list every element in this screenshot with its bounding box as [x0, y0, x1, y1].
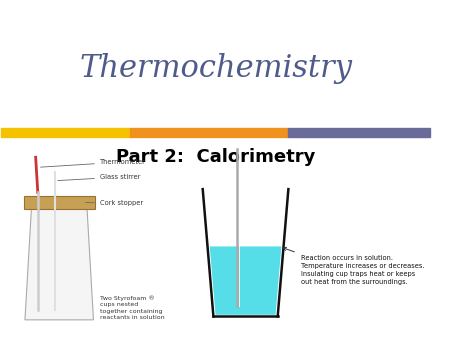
Text: Part 2:  Calorimetry: Part 2: Calorimetry [116, 148, 315, 166]
Bar [130, 128, 288, 137]
Bar [1, 128, 130, 137]
Polygon shape [25, 209, 94, 320]
Text: Cork stopper: Cork stopper [86, 200, 143, 206]
Text: Thermochemistry: Thermochemistry [79, 53, 352, 84]
Text: Two Styrofoam ®
cups nested
together containing
reactants in solution: Two Styrofoam ® cups nested together con… [100, 296, 165, 320]
Text: Thermometer: Thermometer [40, 159, 146, 167]
Bar [288, 128, 430, 137]
Polygon shape [210, 246, 281, 315]
Text: Reaction occurs in solution.
Temperature increases or decreases.
Insulating cup : Reaction occurs in solution. Temperature… [301, 255, 425, 285]
Text: Glass stirrer: Glass stirrer [58, 174, 140, 180]
Bar [24, 196, 95, 209]
